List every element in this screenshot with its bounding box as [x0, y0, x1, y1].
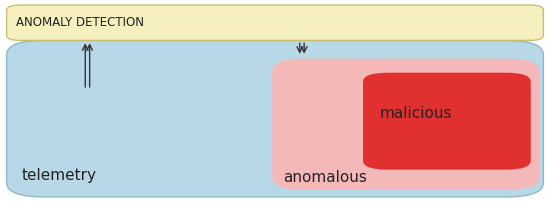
Text: ANOMALY DETECTION: ANOMALY DETECTION	[16, 16, 145, 29]
FancyBboxPatch shape	[7, 40, 543, 197]
FancyBboxPatch shape	[7, 5, 543, 40]
Text: telemetry: telemetry	[22, 168, 97, 183]
Text: malicious: malicious	[379, 106, 452, 121]
Text: anomalous: anomalous	[283, 170, 367, 185]
FancyBboxPatch shape	[363, 73, 531, 170]
FancyBboxPatch shape	[272, 59, 539, 190]
